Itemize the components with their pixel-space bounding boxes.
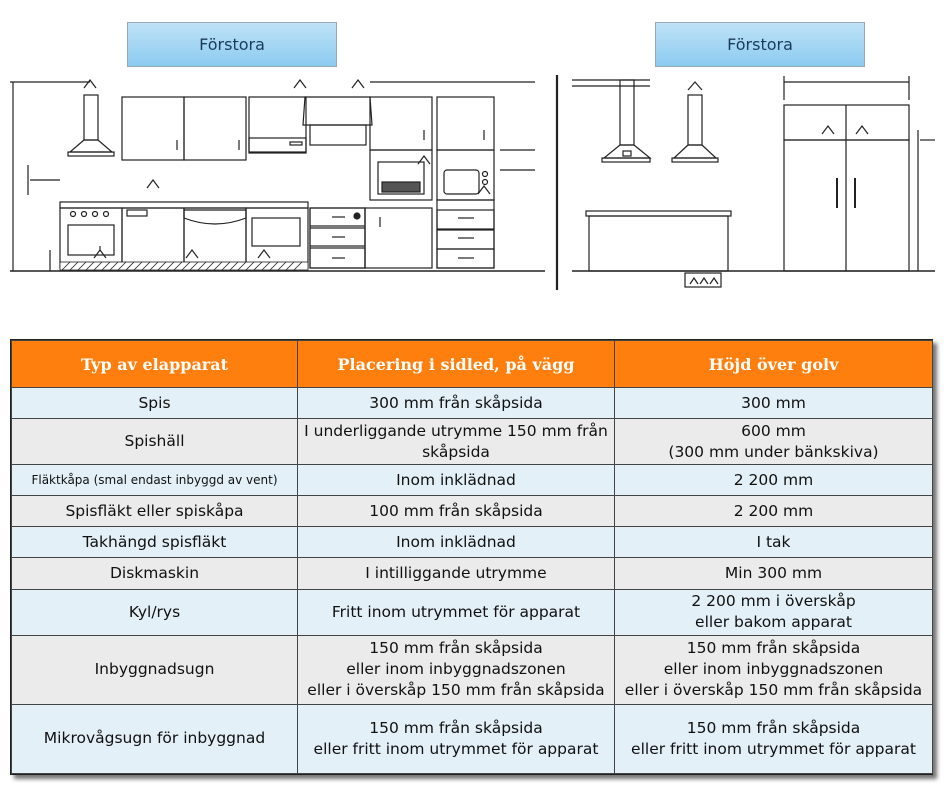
cell-placement: I underliggande utrymme 150 mm från skåp…: [297, 418, 615, 466]
cell-type: Mikrovågsugn för inbyggnad: [11, 703, 298, 775]
cell-height: 150 mm från skåpsida eller inom inbyggna…: [614, 634, 933, 705]
table-header-row: Typ av elapparat Placering i sidled, på …: [11, 340, 933, 388]
cell-type: Diskmaskin: [11, 557, 298, 590]
header-height: Höjd över golv: [614, 340, 933, 388]
plinth: [59, 261, 309, 271]
cell-placement: 100 mm från skåpsida: [297, 495, 615, 528]
cell-height: 2 200 mm i överskåp eller bakom apparat: [614, 588, 933, 636]
table-row: Mikrovågsugn för inbyggnad 150 mm från s…: [11, 703, 933, 775]
cell-placement: 150 mm från skåpsida eller fritt inom ut…: [297, 703, 615, 775]
range-hood: [67, 94, 115, 157]
cell-height: Min 300 mm: [614, 557, 933, 590]
cell-height: 300 mm: [614, 386, 933, 420]
table-row: Diskmaskin I intilliggande utrymme Min 3…: [11, 557, 933, 590]
cell-height: 600 mm (300 mm under bänkskiva): [614, 418, 933, 466]
cell-type: Spis: [11, 386, 298, 420]
cell-height: I tak: [614, 526, 933, 559]
left-elevation: [10, 79, 545, 272]
cell-height: 2 200 mm: [614, 495, 933, 528]
cell-placement: Fritt inom utrymmet för apparat: [297, 588, 615, 636]
header-side-placement: Placering i sidled, på vägg: [297, 340, 615, 388]
table-row: Spisfläkt eller spiskåpa 100 mm från skå…: [11, 495, 933, 528]
appliance-placement-table: Typ av elapparat Placering i sidled, på …: [10, 339, 933, 775]
right-elevation: [572, 76, 935, 288]
table-row: Kyl/rys Fritt inom utrymmet för apparat …: [11, 588, 933, 636]
cell-type: Kyl/rys: [11, 588, 298, 636]
cell-placement: Inom inklädnad: [297, 526, 615, 559]
cell-height: 150 mm från skåpsida eller fritt inom ut…: [614, 703, 933, 775]
header-appliance-type: Typ av elapparat: [11, 340, 298, 388]
enlarge-left-button[interactable]: Förstora: [127, 22, 337, 67]
table-row: Takhängd spisfläkt Inom inklädnad I tak: [11, 526, 933, 559]
cell-placement: Inom inklädnad: [297, 464, 615, 497]
table-row: Spis 300 mm från skåpsida 300 mm: [11, 386, 933, 420]
wall-hood: [302, 96, 373, 126]
upper-cabinet: [121, 96, 185, 161]
oven-unit: [59, 207, 123, 269]
enlarge-right-button[interactable]: Förstora: [655, 22, 865, 67]
table-row: Fläktkåpa (smal endast inbyggd av vent) …: [11, 464, 933, 497]
cell-type: Spishäll: [11, 418, 298, 466]
cell-placement: I intilliggande utrymme: [297, 557, 615, 590]
cell-placement: 300 mm från skåpsida: [297, 386, 615, 420]
cell-height: 2 200 mm: [614, 464, 933, 497]
cell-type: Inbyggnadsugn: [11, 634, 298, 705]
cell-type: Fläktkåpa (smal endast inbyggd av vent): [11, 464, 298, 497]
cell-placement: 150 mm från skåpsida eller inom inbyggna…: [297, 634, 615, 705]
table-row: Spishäll I underliggande utrymme 150 mm …: [11, 418, 933, 466]
kitchen-elevation-drawing: [10, 75, 935, 290]
table-row: Inbyggnadsugn 150 mm från skåpsida eller…: [11, 634, 933, 705]
cell-type: Takhängd spisfläkt: [11, 526, 298, 559]
cell-type: Spisfläkt eller spiskåpa: [11, 495, 298, 528]
